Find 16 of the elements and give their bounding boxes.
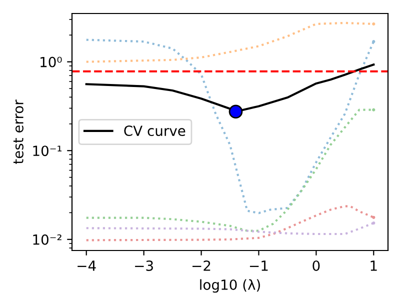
y-tick-label: 10⁰ bbox=[40, 56, 62, 68]
x-tick-label: −2 bbox=[192, 260, 210, 271]
y-tick-label: 10⁻¹ bbox=[33, 146, 62, 156]
x-tick-label: 1 bbox=[370, 260, 377, 271]
line-series bbox=[85, 221, 376, 236]
x-tick-label: 0 bbox=[312, 260, 320, 271]
x-tick-label: −4 bbox=[78, 260, 96, 271]
point bbox=[228, 104, 243, 119]
y-tick-label: 10⁻² bbox=[33, 234, 62, 245]
x-tick-label: −1 bbox=[250, 260, 268, 271]
line-series bbox=[85, 205, 376, 242]
legend-label: CV curve bbox=[124, 126, 186, 136]
y-axis-title: test error bbox=[14, 100, 24, 164]
line-series bbox=[85, 38, 376, 214]
x-tick-label: −3 bbox=[135, 260, 153, 271]
x-axis-title: log10 (λ) bbox=[200, 279, 260, 293]
